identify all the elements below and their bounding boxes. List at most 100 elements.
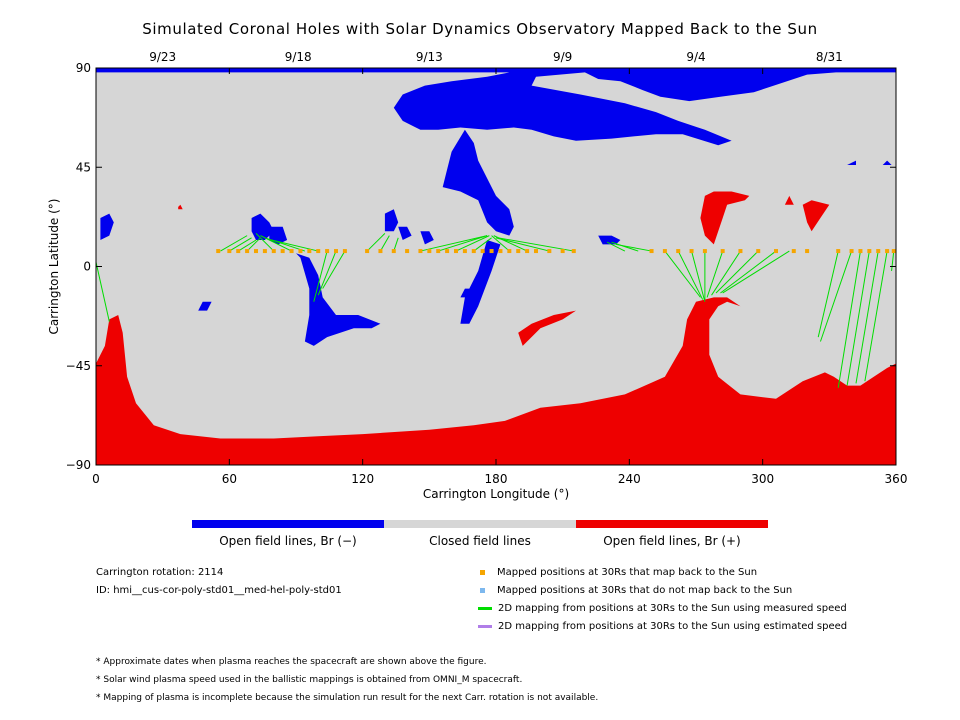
x-tick-label: 0: [92, 472, 100, 486]
model-id: ID: hmi__cus-cor-poly-std01__med-hel-pol…: [96, 585, 342, 596]
legend-estimated-label: 2D mapping from positions at 30Rs to the…: [498, 621, 848, 632]
legend-measured: 2D mapping from positions at 30Rs to the…: [478, 603, 847, 614]
x-axis-label: Carrington Longitude (°): [423, 487, 569, 501]
footnote-incomplete: * Mapping of plasma is incomplete becaus…: [96, 693, 599, 703]
y-tick-label: 90: [76, 61, 91, 75]
mapped-position-marker: [498, 249, 503, 254]
mapped-position-marker: [391, 249, 396, 254]
mapped-position-marker: [891, 249, 896, 254]
mapped-position-marker: [791, 249, 796, 254]
mapped-position-marker: [378, 249, 383, 254]
negative-coronal-hole: [384, 209, 399, 232]
measured-mapping-line: [891, 251, 895, 271]
measured-mapping-line: [615, 243, 652, 252]
mapped-position-marker: [516, 249, 521, 254]
coronal-hole-map: 0 60 120 180 240 300 360 −90 −45 0 45 90 9/23 9/18 9/1…: [47, 50, 908, 501]
measured-mapping-line: [420, 235, 488, 252]
measured-mapping-line: [722, 250, 790, 294]
y-tick-label: −90: [66, 458, 91, 472]
mapped-position-marker: [227, 249, 232, 254]
date-label: 9/18: [285, 50, 312, 64]
mapped-position-marker: [525, 249, 530, 254]
measured-mapping-line: [380, 235, 390, 252]
colorbar-label-closed: Closed field lines: [429, 534, 531, 548]
measured-mapping-line: [664, 250, 701, 298]
negative-coronal-hole: [251, 213, 274, 240]
measured-mapping-line: [837, 250, 861, 388]
positive-coronal-hole: [178, 204, 183, 210]
chart-title: Simulated Coronal Holes with Solar Dynam…: [142, 20, 818, 38]
measured-mapping-line: [706, 250, 724, 298]
mapped-position-marker: [262, 249, 267, 254]
negative-coronal-hole: [296, 253, 381, 346]
mapped-position-marker: [489, 249, 494, 254]
mapped-position-marker: [405, 249, 410, 254]
colorbar-positive: [576, 520, 768, 528]
measured-mapping-line: [220, 235, 248, 252]
measured-mapping-line: [438, 235, 488, 252]
legend-unmapped-label: Mapped positions at 30Rs that do not map…: [497, 585, 793, 596]
measured-mapping-line: [473, 237, 492, 252]
mapped-position-marker: [471, 249, 476, 254]
legend-mapped: Mapped positions at 30Rs that map back t…: [478, 567, 757, 578]
negative-coronal-hole: [598, 235, 621, 245]
x-tick-label: 300: [751, 472, 774, 486]
mapped-position-marker: [702, 249, 707, 254]
measured-mapping-line: [498, 237, 574, 252]
mapped-position-marker: [427, 249, 432, 254]
mapped-position-marker: [365, 249, 370, 254]
mapped-position-marker: [316, 249, 321, 254]
legend-estimated: 2D mapping from positions at 30Rs to the…: [478, 621, 847, 632]
mapped-marker-swatch: [480, 570, 485, 575]
mapped-position-marker: [689, 249, 694, 254]
mapped-position-marker: [445, 249, 450, 254]
unmapped-marker-swatch: [480, 588, 485, 593]
measured-mapping-line: [491, 235, 510, 252]
measured-mapping-line: [855, 250, 879, 384]
footnote-speed: * Solar wind plasma speed used in the ba…: [96, 675, 523, 685]
colorbar-label-positive: Open field lines, Br (+): [603, 534, 741, 548]
positive-coronal-hole: [700, 191, 750, 245]
x-tick-label: 60: [222, 472, 237, 486]
mapped-position-marker: [289, 249, 294, 254]
mapped-position-marker: [805, 249, 810, 254]
mapped-position-marker: [560, 249, 565, 254]
mapped-position-marker: [571, 249, 576, 254]
measured-mapping-line: [264, 237, 306, 252]
legend-measured-label: 2D mapping from positions at 30Rs to the…: [498, 603, 847, 614]
measured-mapping-line: [715, 250, 759, 294]
mapped-position-marker: [649, 249, 654, 254]
measured-mapping-line: [246, 237, 261, 252]
positive-coronal-hole: [784, 195, 794, 205]
measured-mapping-line: [255, 233, 275, 252]
mapped-position-marker: [756, 249, 761, 254]
mapped-position-marker: [462, 249, 467, 254]
measured-mapping-line: [864, 250, 888, 382]
x-tick-label: 120: [351, 472, 374, 486]
mapped-position-marker: [236, 249, 241, 254]
estimated-line-swatch: [478, 625, 492, 628]
mapped-position-marker: [325, 249, 330, 254]
legend-unmapped: Mapped positions at 30Rs that do not map…: [478, 585, 792, 596]
colorbar-label-negative: Open field lines, Br (−): [219, 534, 357, 548]
measured-mapping-line: [606, 241, 626, 252]
y-axis-label: Carrington Latitude (°): [47, 199, 61, 335]
mapped-position-marker: [849, 249, 854, 254]
mapped-position-marker: [342, 249, 347, 254]
measured-mapping-line: [677, 250, 704, 300]
negative-coronal-hole: [269, 226, 288, 245]
negative-coronal-hole: [460, 288, 470, 298]
negative-coronal-hole: [420, 231, 434, 245]
negative-coronal-hole: [198, 301, 212, 311]
mapped-position-marker: [676, 249, 681, 254]
mapped-position-marker: [298, 249, 303, 254]
mapped-position-marker: [507, 249, 512, 254]
mapped-position-marker: [867, 249, 872, 254]
x-tick-label: 360: [885, 472, 908, 486]
mapped-position-marker: [216, 249, 221, 254]
mapped-position-marker: [547, 249, 552, 254]
measured-mapping-line: [611, 241, 639, 252]
y-tick-label: −45: [66, 359, 91, 373]
measured-mapping-line: [720, 250, 777, 294]
negative-coronal-hole: [847, 160, 856, 165]
